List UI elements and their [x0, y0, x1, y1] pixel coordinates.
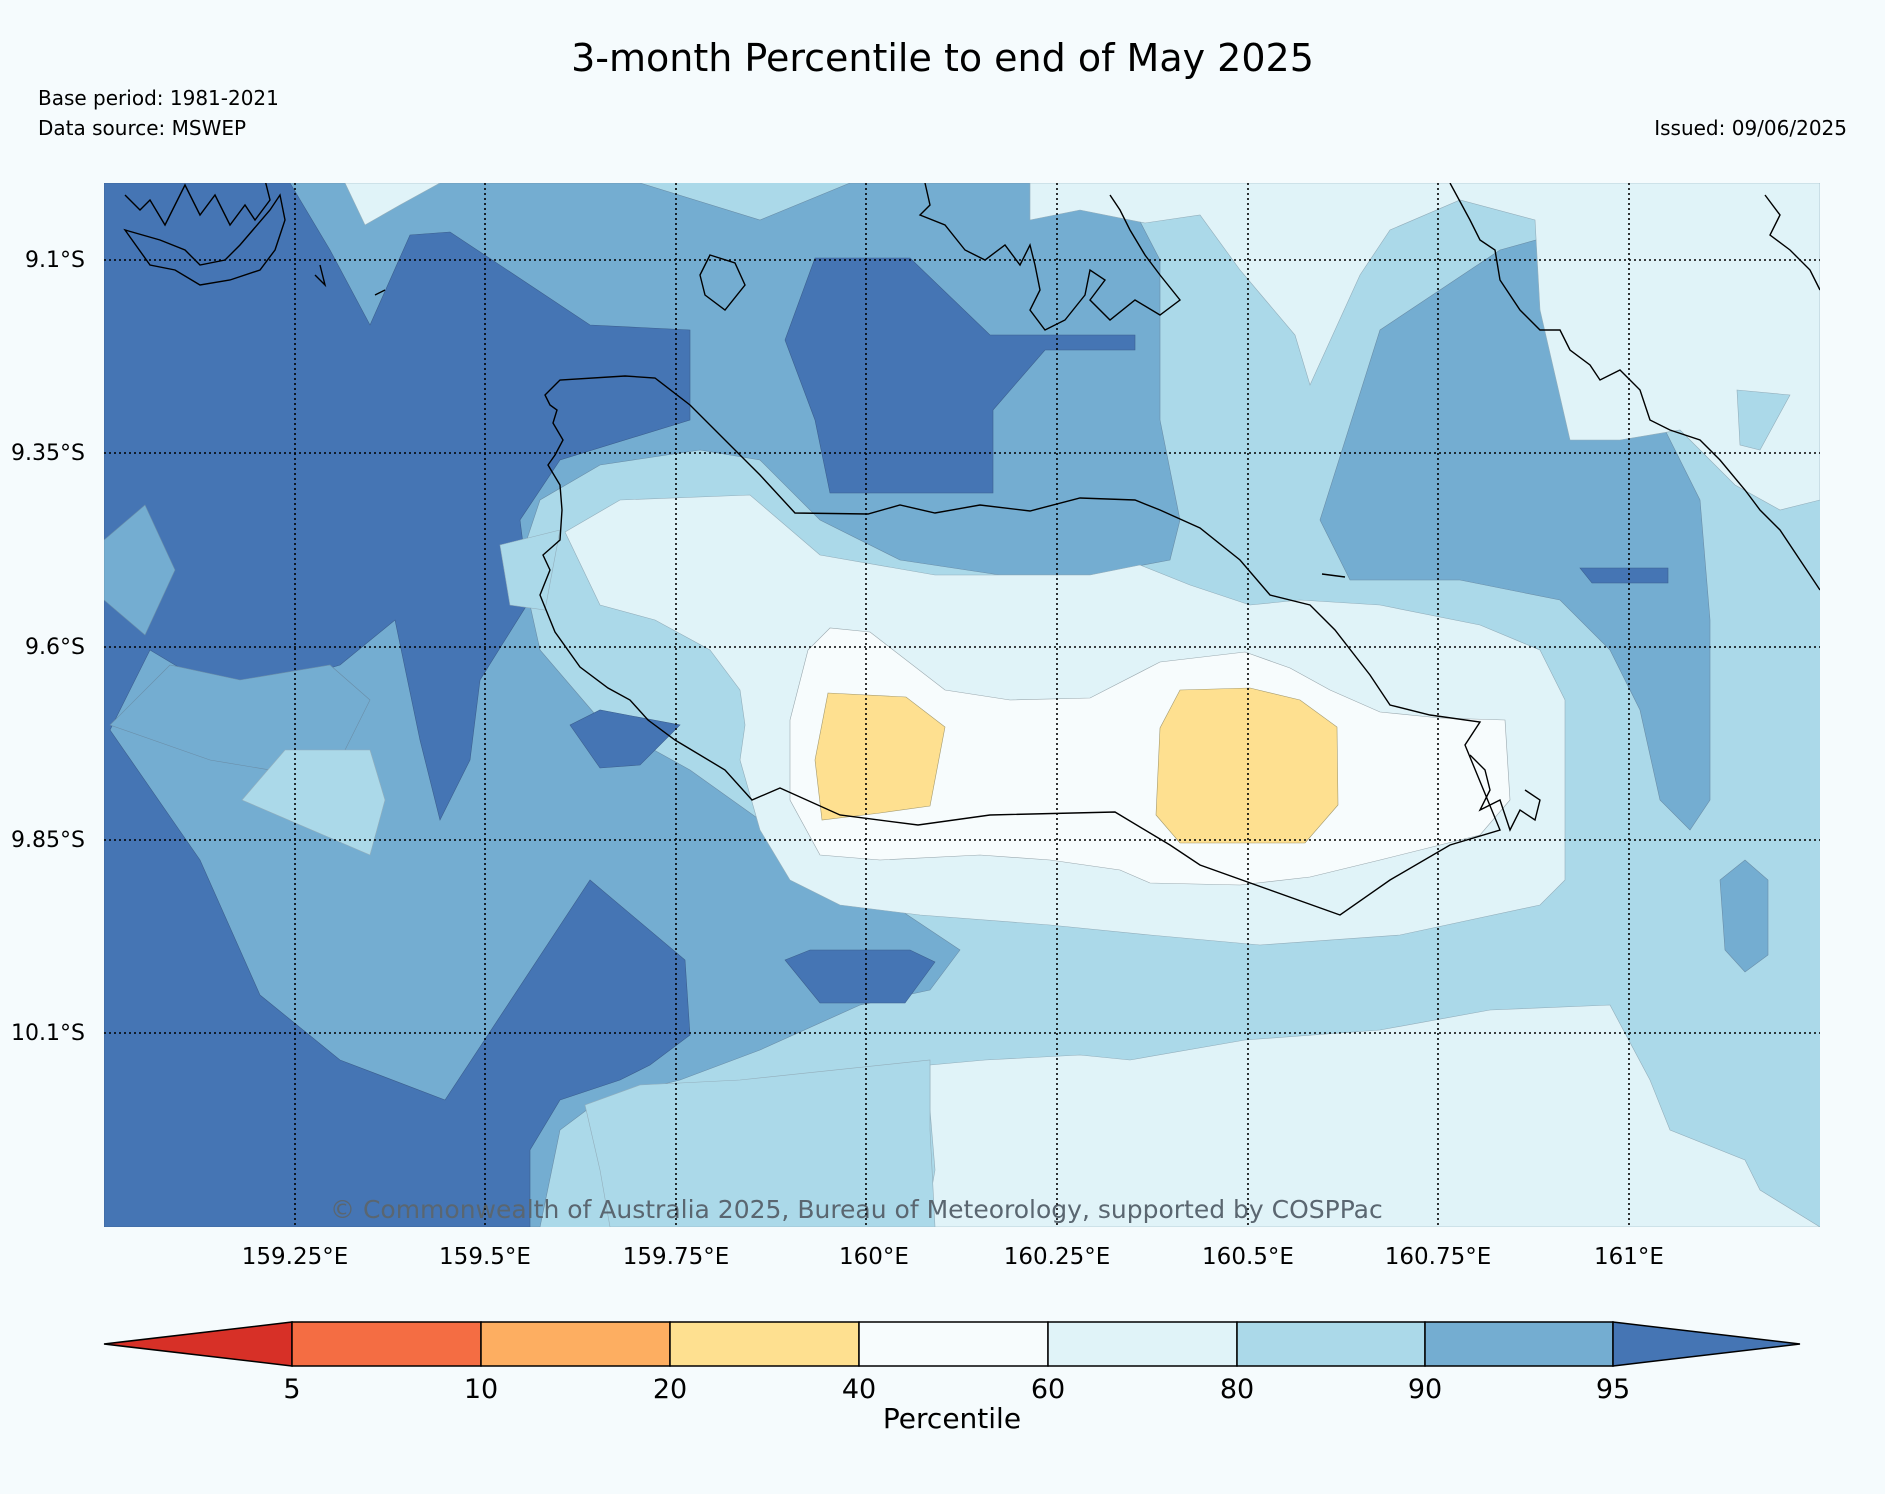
- contour-20-40-east: [1155, 687, 1339, 844]
- base-period: Base period: 1981-2021: [38, 86, 279, 110]
- lat-label: 10.1°S: [11, 1021, 85, 1046]
- colorbar-bin-60-80: [1047, 1321, 1238, 1367]
- data-source: Data source: MSWEP: [38, 116, 247, 140]
- colorbar-tick: 60: [1031, 1374, 1065, 1405]
- coastlines: [123, 183, 1820, 916]
- colorbar-tick: 5: [283, 1374, 300, 1405]
- colorbar-tick: 40: [842, 1374, 876, 1405]
- colorbar-bin-80-90: [1236, 1321, 1426, 1367]
- contour-80-90-west: [241, 749, 386, 856]
- contour-gt95-small-1: [569, 709, 681, 769]
- colorbar-tick: 20: [653, 1374, 687, 1405]
- graticule: [104, 183, 1820, 1227]
- lon-label: 160°E: [839, 1244, 909, 1270]
- lon-label: 161°E: [1594, 1244, 1664, 1270]
- lat-label: 9.35°S: [11, 441, 85, 466]
- contour-80-90-small: [499, 529, 561, 611]
- contour-90-95-east-small: [1719, 859, 1769, 973]
- contour-60-80-east-west: [1736, 389, 1791, 451]
- colorbar-bin-90-95: [1424, 1321, 1614, 1367]
- contour-20-40-west: [814, 692, 946, 821]
- map-title: 3-month Percentile to end of May 2025: [571, 36, 1314, 80]
- colorbar-ticks: 5 10 20 40 60 80 90 95: [283, 1374, 1630, 1405]
- lat-label: 9.1°S: [25, 248, 85, 273]
- longitude-labels: 159.25°E 159.5°E 159.75°E 160°E 160.25°E…: [242, 1244, 1664, 1270]
- colorbar-bin-10-20: [480, 1321, 671, 1367]
- colorbar-tick: 10: [464, 1374, 498, 1405]
- colorbar-bin-20-40: [669, 1321, 860, 1367]
- latitude-labels: 9.1°S 9.35°S 9.6°S 9.85°S 10.1°S: [11, 248, 85, 1046]
- contour-40-60-center: [789, 627, 1511, 886]
- lon-label: 160.5°E: [1202, 1244, 1294, 1270]
- colorbar-label: Percentile: [883, 1402, 1021, 1435]
- copyright-notice: © Commonwealth of Australia 2025, Bureau…: [330, 1195, 1383, 1224]
- colorbar-tick: 90: [1408, 1374, 1442, 1405]
- colorbar-tick: 80: [1220, 1374, 1254, 1405]
- map-panel: © Commonwealth of Australia 2025, Bureau…: [104, 183, 1820, 1227]
- colorbar-bin-5-10: [291, 1321, 482, 1367]
- colorbar-bin-gt95: [1612, 1321, 1801, 1367]
- colorbar-bin-lt5: [103, 1321, 293, 1367]
- contour-gt95-small-2: [784, 949, 936, 1004]
- lat-label: 9.6°S: [25, 635, 85, 660]
- lon-label: 159.5°E: [439, 1244, 531, 1270]
- contour-gt95-patch-a: [104, 504, 176, 636]
- lat-label: 9.85°S: [11, 828, 85, 853]
- colorbar: [103, 1321, 1801, 1367]
- contour-gt95-north-center: [784, 257, 1136, 494]
- contour-60-80-patch-north: [344, 183, 441, 226]
- lon-label: 159.25°E: [242, 1244, 349, 1270]
- contour-60-80-south: [924, 1004, 1820, 1227]
- lon-label: 159.75°E: [623, 1244, 730, 1270]
- contour-gt95-small-3: [1579, 567, 1669, 584]
- issued-date: Issued: 09/06/2025: [1654, 116, 1847, 140]
- contour-60-80-north: [1029, 183, 1820, 511]
- lon-label: 160.75°E: [1385, 1244, 1492, 1270]
- lon-label: 160.25°E: [1004, 1244, 1111, 1270]
- colorbar-bin-40-60: [858, 1321, 1049, 1367]
- contour-80-90-south: [584, 1059, 936, 1227]
- colorbar-tick: 95: [1596, 1374, 1630, 1405]
